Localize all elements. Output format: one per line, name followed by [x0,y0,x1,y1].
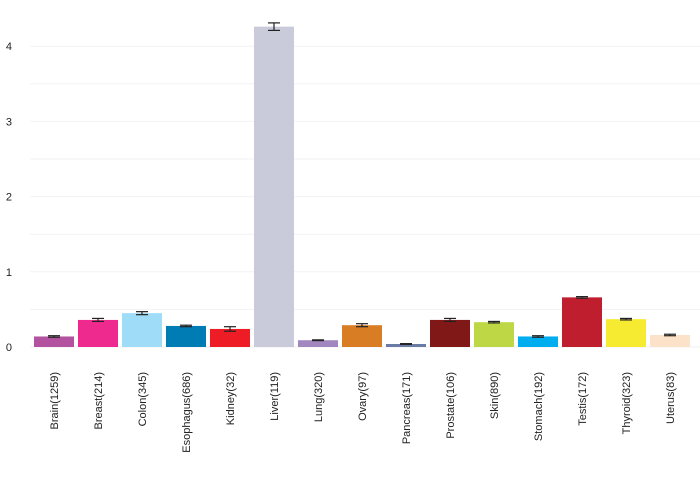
error-bar [92,317,104,323]
error-bar [488,320,500,324]
error-bar [180,324,192,328]
y-tick-label: 2 [6,192,12,204]
error-bar [444,317,456,323]
bar [474,322,514,347]
error-bar [48,335,60,338]
y-tick-label: 0 [6,342,12,354]
bar [298,340,338,347]
gridlines [30,45,700,348]
y-tick-label: 4 [6,41,12,53]
x-axis-labels: Brain(1259) Breast(214) Colon(345) Esophagu… [49,372,677,453]
x-tick-label: Ovary(97) [357,372,369,421]
bar [562,297,602,347]
x-tick-label: Thyroid(323) [621,372,633,434]
bar [342,325,382,347]
bar [430,319,470,347]
x-tick-label: Pancreas(171) [401,372,413,444]
bar [518,336,558,347]
x-tick-label: Breast(214) [93,372,105,429]
error-bar [620,317,632,321]
bar [386,343,426,347]
error-bar [356,323,368,328]
bar [34,336,74,347]
bar [254,26,294,347]
x-tick-label: Brain(1259) [49,372,61,429]
bar [606,319,646,347]
x-tick-label: Colon(345) [137,372,149,426]
x-tick-label: Liver(119) [269,372,281,421]
x-tick-label: Prostate(106) [445,372,457,439]
error-bar [400,343,412,345]
error-bar [576,296,588,299]
x-tick-label: Skin(890) [489,372,501,419]
y-tick-label: 3 [6,116,12,128]
x-tick-label: Kidney(32) [225,372,237,425]
error-bar [136,311,148,316]
error-bar [664,333,676,337]
x-tick-label: Stomach(192) [533,372,545,441]
bar [210,328,250,347]
x-tick-label: Testis(172) [577,372,589,426]
bars [34,22,690,347]
bar [166,325,206,347]
error-bar [224,326,236,332]
error-bar [312,339,324,342]
bar [650,334,690,347]
error-bar [532,335,544,338]
x-tick-label: Uterus(83) [665,372,677,424]
x-tick-label: Esophagus(686) [181,372,193,453]
y-axis-ticks: 0 1 2 3 4 [6,41,12,354]
bar [122,313,162,347]
error-bar [268,22,280,32]
y-tick-label: 1 [6,267,12,279]
bar [78,319,118,347]
x-tick-label: Lung(320) [313,372,325,422]
